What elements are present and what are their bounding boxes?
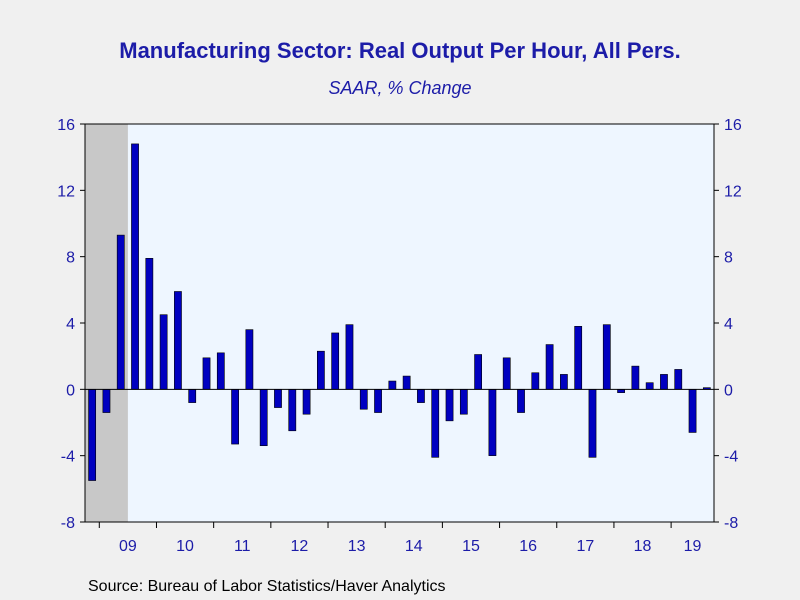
- bar-18: [345, 324, 354, 390]
- bar-35: [588, 389, 597, 458]
- bar-42: [688, 389, 697, 433]
- x-tick-label: 10: [176, 538, 194, 555]
- x-tick-label: 19: [684, 538, 702, 555]
- bar-10: [231, 389, 239, 445]
- bar-31: [531, 372, 540, 390]
- bar-20: [374, 389, 382, 413]
- y-tick-label-right: 12: [724, 183, 742, 200]
- bar-23: [417, 389, 425, 403]
- bar-38: [631, 365, 640, 390]
- bar-24: [431, 389, 440, 458]
- x-tick-label: 12: [291, 538, 309, 555]
- y-tick-label-left: -8: [61, 515, 75, 532]
- bar-19: [359, 389, 368, 410]
- x-tick-label: 11: [234, 538, 251, 555]
- bar-0: [88, 389, 97, 481]
- bar-41: [674, 369, 683, 390]
- y-ticks: -8 -8 -4 -4 0 0 4 4 8 8 12 12 16 16: [57, 117, 742, 532]
- bar-9: [216, 352, 225, 390]
- y-tick-label-right: 0: [724, 382, 733, 399]
- x-tick-label: 16: [519, 538, 537, 555]
- bar-12: [259, 389, 268, 447]
- bar-25: [445, 389, 454, 422]
- y-tick-label-right: -4: [724, 449, 738, 466]
- bars-group: [88, 143, 711, 481]
- bar-2: [116, 234, 125, 390]
- x-tick-label: 18: [634, 538, 652, 555]
- bar-28: [488, 389, 497, 456]
- plot-area: [85, 124, 714, 522]
- bar-21: [388, 380, 397, 390]
- y-tick-label-left: 4: [66, 316, 75, 333]
- x-tick-label: 15: [462, 538, 480, 555]
- bar-27: [474, 354, 482, 390]
- chart-subtitle: SAAR, % Change: [328, 78, 472, 98]
- x-tick-label: 17: [576, 538, 594, 555]
- y-tick-label-left: 0: [66, 382, 75, 399]
- y-tick-label-right: 4: [724, 316, 733, 333]
- bar-30: [517, 389, 525, 413]
- y-tick-label-left: 12: [57, 183, 75, 200]
- x-tick-label: 09: [119, 538, 137, 555]
- bar-11: [245, 329, 254, 390]
- bar-26: [459, 389, 468, 415]
- y-tick-label-left: -4: [61, 449, 75, 466]
- bar-13: [274, 389, 282, 408]
- bar-1: [102, 389, 111, 413]
- bar-7: [188, 389, 197, 403]
- bar-39: [645, 382, 654, 390]
- bar-32: [545, 344, 554, 390]
- bar-17: [331, 332, 340, 390]
- y-tick-label-right: 8: [724, 250, 733, 267]
- bar-16: [316, 350, 325, 390]
- bar-8: [202, 357, 211, 390]
- bar-14: [288, 389, 297, 432]
- bar-34: [574, 326, 583, 390]
- bar-15: [302, 389, 311, 415]
- source-note: Source: Bureau of Labor Statistics/Haver…: [88, 578, 446, 595]
- y-tick-label-right: -8: [724, 515, 738, 532]
- x-tick-label: 13: [348, 538, 366, 555]
- bar-22: [402, 375, 411, 390]
- y-tick-label-right: 16: [724, 117, 742, 134]
- bar-4: [145, 258, 154, 390]
- bar-40: [660, 374, 668, 390]
- y-tick-label-left: 8: [66, 250, 75, 267]
- bar-36: [602, 324, 611, 390]
- bar-3: [131, 143, 139, 390]
- bar-5: [159, 314, 168, 390]
- bar-29: [502, 357, 511, 390]
- x-tick-label: 14: [405, 538, 423, 555]
- x-ticks: 09 10 11 12 13 14 15 16 17 18 19: [98, 522, 702, 555]
- y-tick-label-left: 16: [57, 117, 75, 134]
- chart-title: Manufacturing Sector: Real Output Per Ho…: [119, 38, 681, 63]
- bar-6: [174, 291, 182, 390]
- bar-33: [560, 374, 568, 390]
